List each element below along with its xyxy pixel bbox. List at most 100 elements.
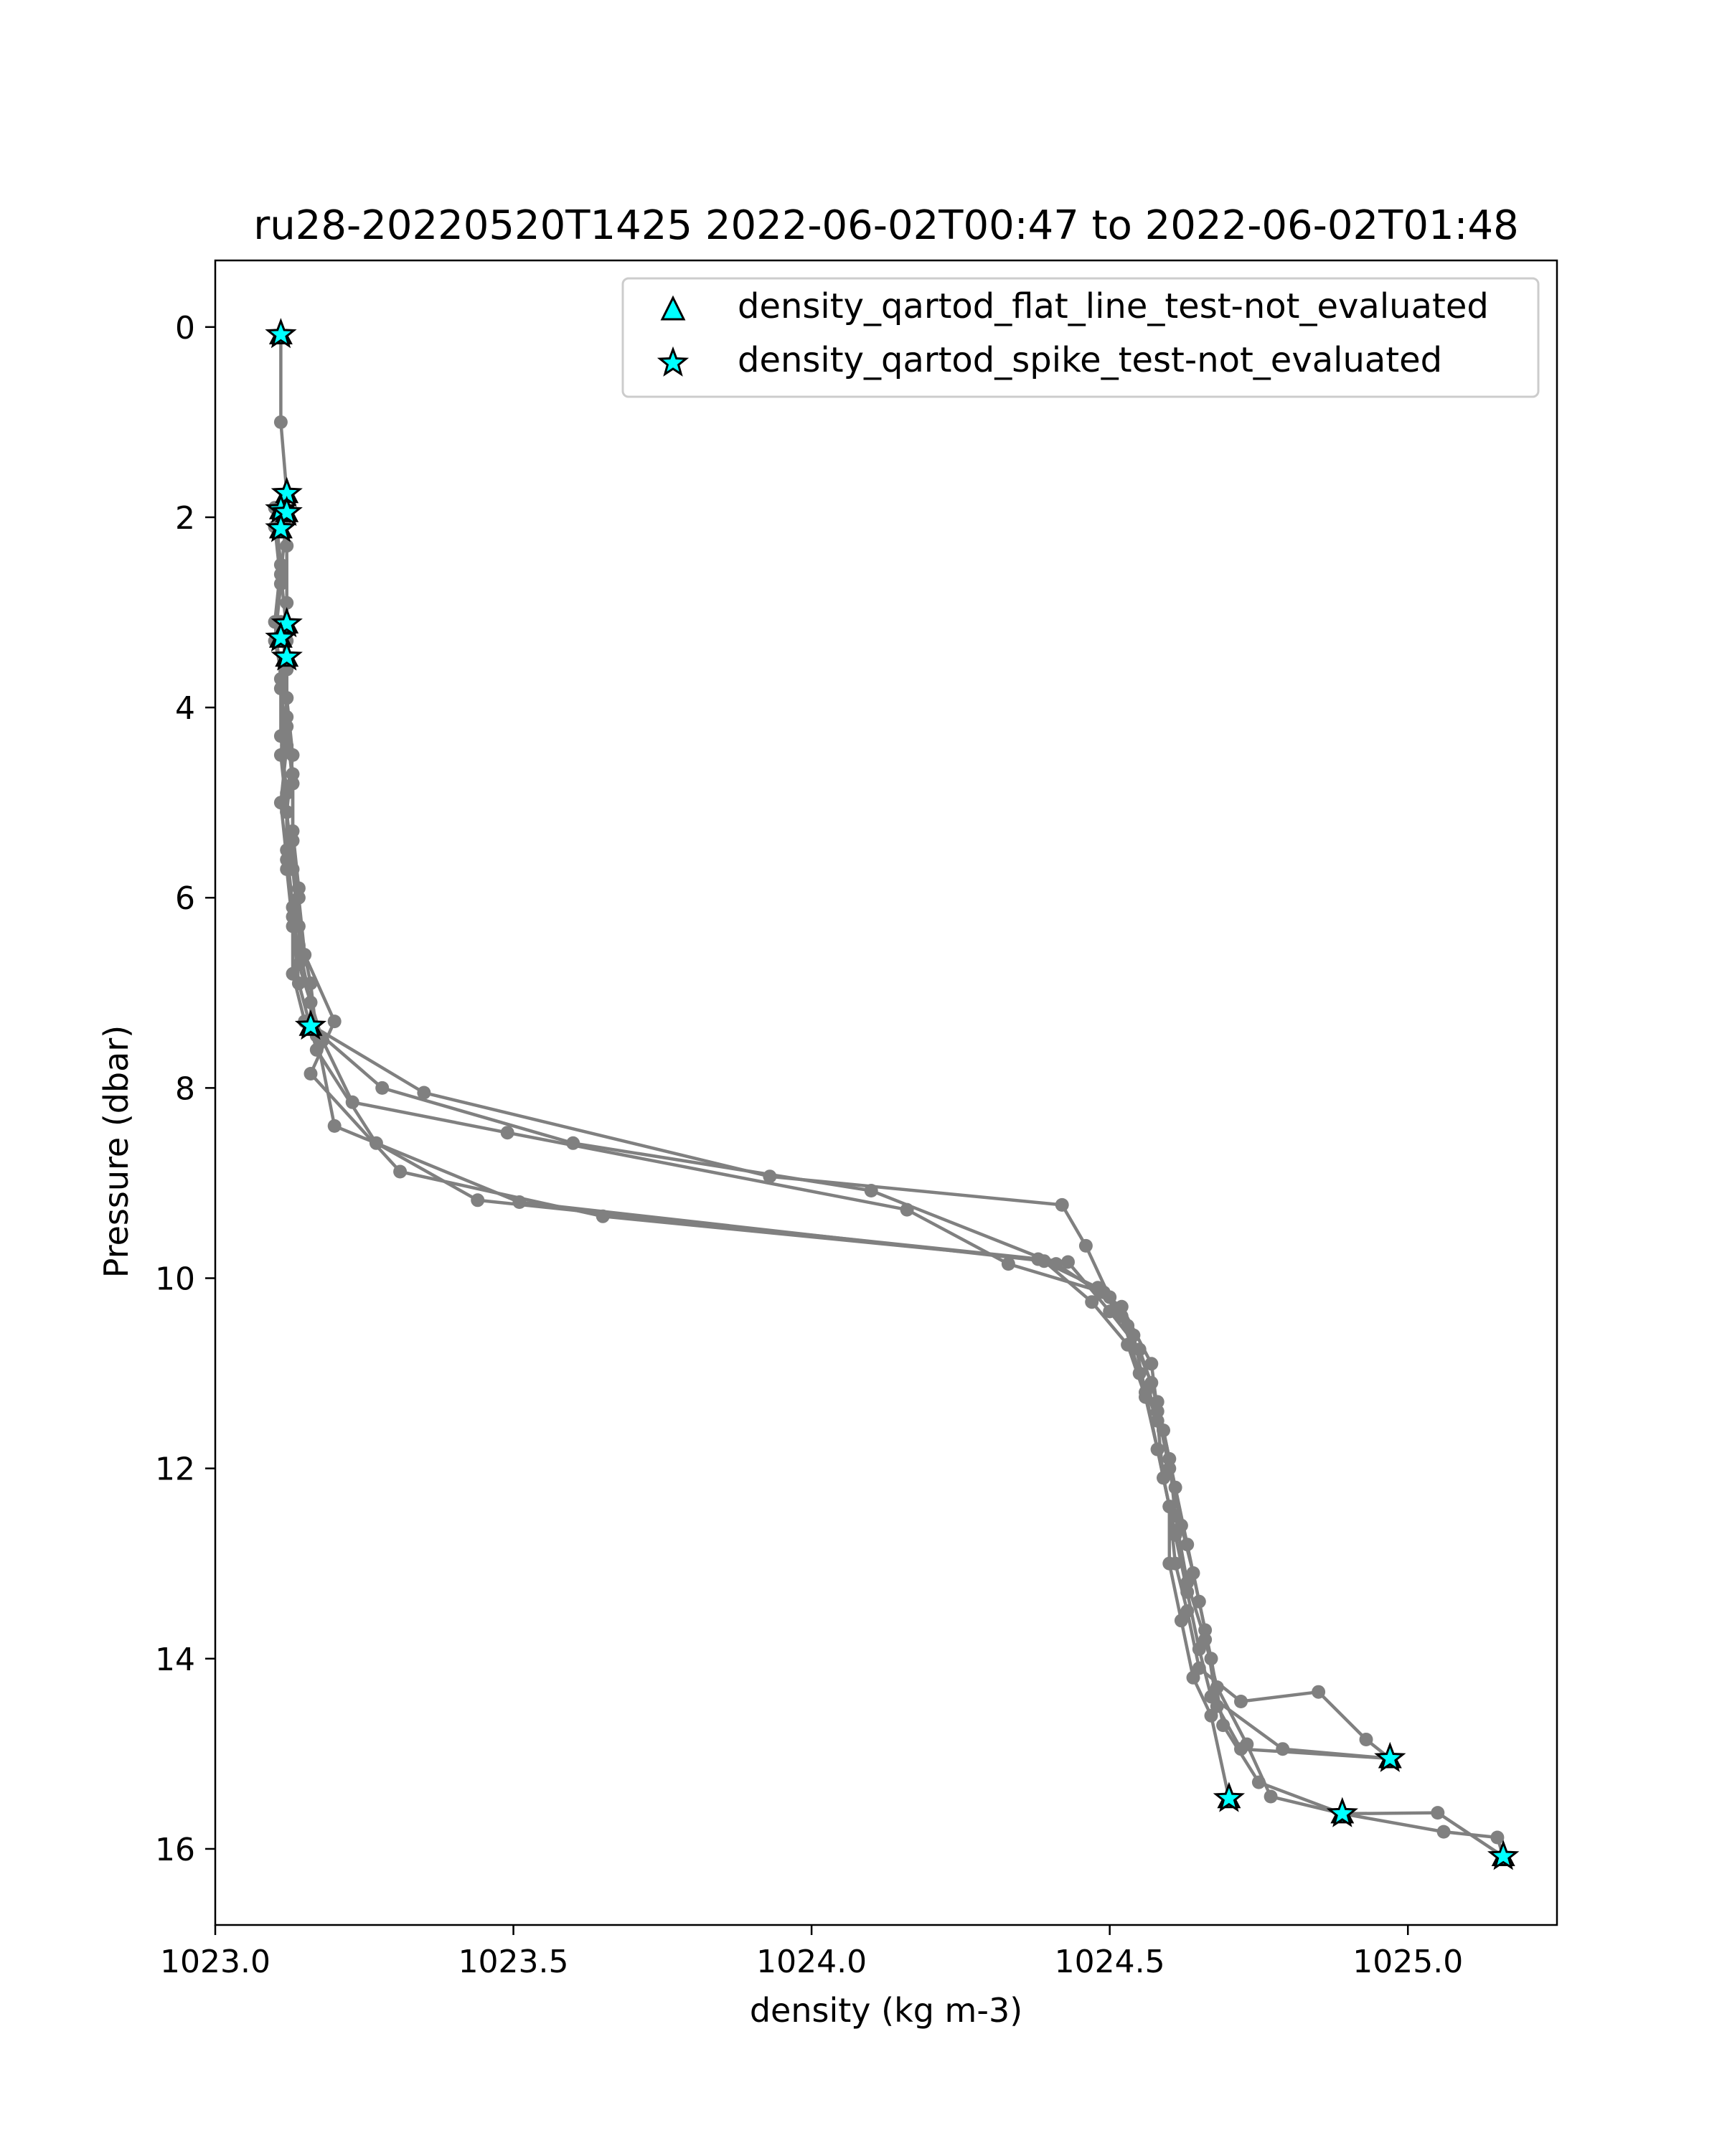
profile-5-point-17 xyxy=(1180,1604,1195,1618)
profile-1-point-13 xyxy=(1078,1238,1093,1253)
profile-5-point-18 xyxy=(1192,1661,1206,1675)
profile-5-point-16 xyxy=(1168,1556,1182,1571)
legend-triangle-marker xyxy=(660,295,686,321)
legend-label-spike: density_qartod_spike_test-not_evaluated xyxy=(738,340,1442,380)
profile-0-point-18 xyxy=(1144,1357,1159,1371)
profile-3-point-15 xyxy=(1150,1395,1165,1409)
spike-star-marker-9 xyxy=(1374,1741,1406,1772)
spike-star-marker-8 xyxy=(294,1009,327,1040)
y-axis-label: Pressure (dbar) xyxy=(97,1025,136,1278)
x-tick-label-2: 1024.0 xyxy=(756,1944,867,1980)
profile-1-point-12 xyxy=(1055,1197,1069,1212)
y-tick-label-1: 2 xyxy=(175,500,195,537)
profile-5-point-2 xyxy=(286,748,300,762)
x-tick-label-0: 1023.0 xyxy=(160,1944,270,1980)
profile-5-point-6 xyxy=(304,976,318,990)
spike-star-marker-5 xyxy=(270,607,303,638)
profile-3-point-16 xyxy=(1162,1451,1177,1466)
x-tick-label-3: 1024.5 xyxy=(1055,1944,1165,1980)
y-tick-label-2: 4 xyxy=(175,690,195,727)
profile-3-point-12 xyxy=(1061,1255,1075,1269)
profile-2-point-25 xyxy=(1431,1806,1445,1820)
spike-star-marker-7 xyxy=(270,640,303,671)
profile-4-point-13 xyxy=(1114,1309,1129,1323)
profile-4-point-12 xyxy=(1091,1281,1105,1295)
x-tick-label-4: 1025.0 xyxy=(1352,1944,1463,1980)
profile-5-point-5 xyxy=(291,919,306,933)
profile-3-point-11 xyxy=(471,1193,485,1208)
spike-star-marker-12 xyxy=(1487,1840,1520,1870)
profile-4-point-7 xyxy=(327,1015,342,1029)
y-tick-label-5: 10 xyxy=(155,1261,195,1298)
profile-4-point-8 xyxy=(304,1067,318,1081)
profile-line-1 xyxy=(279,517,1231,1799)
profile-1-point-11 xyxy=(763,1169,777,1184)
legend: density_qartod_flat_line_test-not_evalua… xyxy=(621,277,1540,398)
profile-1-point-22 xyxy=(1204,1708,1218,1723)
profile-5-point-12 xyxy=(1121,1337,1135,1352)
profile-2-point-22 xyxy=(1216,1718,1231,1733)
profile-3-point-22 xyxy=(1264,1789,1278,1804)
profile-5-point-4 xyxy=(286,862,300,876)
legend-frame xyxy=(621,277,1540,398)
profile-0-point-1 xyxy=(273,415,288,429)
profile-5-point-20 xyxy=(1312,1685,1326,1699)
x-axis-label: density (kg m-3) xyxy=(750,1991,1022,2030)
profile-3-point-24 xyxy=(1436,1825,1451,1839)
profile-line-5 xyxy=(285,641,1391,1760)
profile-3-point-1 xyxy=(273,577,288,591)
profile-0-point-13 xyxy=(375,1081,390,1095)
profile-3-point-21 xyxy=(1240,1737,1254,1751)
profile-4-point-9 xyxy=(393,1164,408,1179)
profile-3-point-14 xyxy=(1132,1342,1147,1357)
plot-frame xyxy=(214,259,1558,1926)
profile-5-point-21 xyxy=(1359,1733,1373,1746)
legend-star-marker xyxy=(657,346,690,377)
profile-3-point-25 xyxy=(1490,1830,1505,1845)
profile-5-point-13 xyxy=(1139,1390,1152,1404)
profile-line-2 xyxy=(273,507,1505,1858)
profile-5-point-10 xyxy=(1037,1254,1051,1268)
y-tick-label-6: 12 xyxy=(155,1451,195,1488)
profile-5-point-3 xyxy=(280,805,294,819)
profile-4-point-20 xyxy=(1204,1690,1218,1704)
profile-line-0 xyxy=(279,334,1391,1761)
profile-5-point-15 xyxy=(1162,1500,1177,1514)
profile-4-point-21 xyxy=(1276,1742,1290,1756)
y-tick-label-8: 16 xyxy=(155,1832,195,1868)
y-tick-label-7: 14 xyxy=(155,1642,195,1678)
spike-star-marker-6 xyxy=(265,621,297,652)
profile-5-point-11 xyxy=(1085,1295,1099,1309)
spike-star-marker-4 xyxy=(265,512,297,542)
profile-1-point-10 xyxy=(417,1086,431,1100)
spike-star-marker-10 xyxy=(1213,1781,1246,1812)
profile-line-3 xyxy=(273,526,1505,1858)
x-tick-label-1: 1023.5 xyxy=(458,1944,569,1980)
profile-5-point-1 xyxy=(280,691,294,705)
profile-4-point-15 xyxy=(1150,1413,1165,1428)
profile-5-point-8 xyxy=(327,1119,342,1133)
axes-layer: 1023.0 1023.5 1024.0 1024.5 1025.0 0 2 4 6 8 10 12 1… xyxy=(155,259,1558,1980)
y-tick-label-4: 8 xyxy=(175,1070,195,1107)
profile-2-point-11 xyxy=(500,1126,514,1140)
chart-title: ru28-20220520T1425 2022-06-02T00:47 to 2… xyxy=(253,202,1518,249)
profile-2-point-13 xyxy=(1001,1257,1015,1271)
profile-2-point-12 xyxy=(900,1202,914,1217)
profile-3-point-4 xyxy=(273,748,288,762)
profile-5-point-9 xyxy=(512,1195,527,1209)
profile-2-point-19 xyxy=(1180,1538,1195,1552)
y-tick-label-3: 6 xyxy=(175,880,195,917)
profile-line-4 xyxy=(279,621,1391,1761)
data-layer xyxy=(265,318,1520,1870)
y-tick-label-0: 0 xyxy=(175,310,195,347)
legend-label-flat-line: density_qartod_flat_line_test-not_evalua… xyxy=(738,286,1489,326)
spike-star-marker-11 xyxy=(1326,1797,1358,1827)
profile-3-point-8 xyxy=(291,976,306,990)
legend-star-shape xyxy=(657,346,690,377)
spike-star-marker-3 xyxy=(270,496,303,527)
profile-5-point-19 xyxy=(1234,1695,1248,1708)
profile-5-point-14 xyxy=(1150,1442,1165,1456)
spike-star-marker-0 xyxy=(265,318,297,349)
